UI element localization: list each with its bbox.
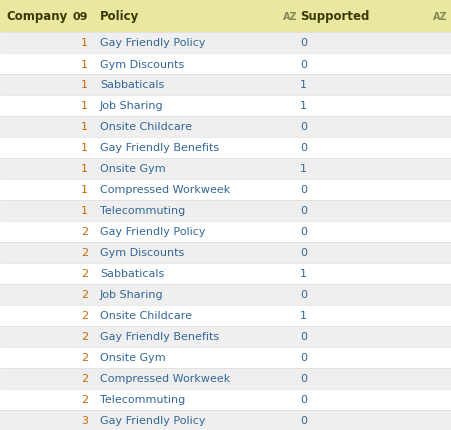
FancyBboxPatch shape [0,264,451,284]
Text: 1: 1 [81,101,88,111]
Text: Sabbaticals: Sabbaticals [100,80,164,90]
Text: 1: 1 [299,80,306,90]
Text: Gym Discounts: Gym Discounts [100,248,184,258]
FancyBboxPatch shape [0,347,451,368]
Text: 0: 0 [299,395,306,405]
Text: 1: 1 [81,143,88,153]
Text: 2: 2 [81,227,88,237]
Text: 2: 2 [81,332,88,342]
Text: 0: 0 [299,38,306,49]
Text: 1: 1 [81,80,88,90]
Text: 0: 0 [299,415,306,426]
Text: 0: 0 [299,332,306,342]
Text: Compressed Workweek: Compressed Workweek [100,374,230,384]
Text: 0: 0 [299,227,306,237]
Text: Supported: Supported [299,10,368,23]
Text: 0: 0 [299,248,306,258]
Text: Gay Friendly Benefits: Gay Friendly Benefits [100,332,219,342]
Text: 1: 1 [299,101,306,111]
Text: 1: 1 [81,206,88,216]
Text: 0: 0 [299,206,306,216]
Text: 0: 0 [299,374,306,384]
Text: Gay Friendly Policy: Gay Friendly Policy [100,227,205,237]
Text: 1: 1 [299,311,306,321]
Text: Job Sharing: Job Sharing [100,101,163,111]
Text: 0: 0 [299,143,306,153]
FancyBboxPatch shape [0,284,451,305]
Text: Onsite Childcare: Onsite Childcare [100,311,192,321]
FancyBboxPatch shape [0,410,451,430]
Text: 2: 2 [81,311,88,321]
FancyBboxPatch shape [0,75,451,96]
FancyBboxPatch shape [0,96,451,117]
Text: 1: 1 [81,164,88,174]
Text: Gay Friendly Benefits: Gay Friendly Benefits [100,143,219,153]
Text: 2: 2 [81,353,88,362]
Text: 09: 09 [72,12,88,22]
Text: Onsite Gym: Onsite Gym [100,353,165,362]
Text: 2: 2 [81,395,88,405]
Text: 0: 0 [299,185,306,195]
FancyBboxPatch shape [0,33,451,54]
FancyBboxPatch shape [0,389,451,410]
FancyBboxPatch shape [0,243,451,264]
Text: Onsite Gym: Onsite Gym [100,164,165,174]
Text: Gym Discounts: Gym Discounts [100,59,184,69]
Text: 1: 1 [81,122,88,132]
Text: Gay Friendly Policy: Gay Friendly Policy [100,415,205,426]
FancyBboxPatch shape [0,180,451,200]
Text: Sabbaticals: Sabbaticals [100,269,164,279]
FancyBboxPatch shape [0,117,451,138]
Text: 1: 1 [299,269,306,279]
Text: AZ: AZ [433,12,447,22]
FancyBboxPatch shape [0,0,451,33]
Text: 0: 0 [299,353,306,362]
Text: Policy: Policy [100,10,139,23]
Text: 2: 2 [81,290,88,300]
Text: 1: 1 [81,59,88,69]
FancyBboxPatch shape [0,54,451,75]
Text: 0: 0 [299,290,306,300]
Text: Company: Company [6,10,67,23]
Text: 2: 2 [81,248,88,258]
Text: Telecommuting: Telecommuting [100,206,185,216]
Text: Job Sharing: Job Sharing [100,290,163,300]
Text: 2: 2 [81,374,88,384]
Text: Compressed Workweek: Compressed Workweek [100,185,230,195]
Text: 1: 1 [81,38,88,49]
FancyBboxPatch shape [0,159,451,180]
FancyBboxPatch shape [0,200,451,221]
FancyBboxPatch shape [0,368,451,389]
Text: Telecommuting: Telecommuting [100,395,185,405]
Text: AZ: AZ [283,12,297,22]
Text: 2: 2 [81,269,88,279]
Text: 1: 1 [299,164,306,174]
Text: 0: 0 [299,59,306,69]
Text: 0: 0 [299,122,306,132]
FancyBboxPatch shape [0,305,451,326]
FancyBboxPatch shape [0,138,451,159]
FancyBboxPatch shape [0,326,451,347]
Text: Gay Friendly Policy: Gay Friendly Policy [100,38,205,49]
FancyBboxPatch shape [0,221,451,243]
Text: Onsite Childcare: Onsite Childcare [100,122,192,132]
Text: 3: 3 [81,415,88,426]
Text: 1: 1 [81,185,88,195]
